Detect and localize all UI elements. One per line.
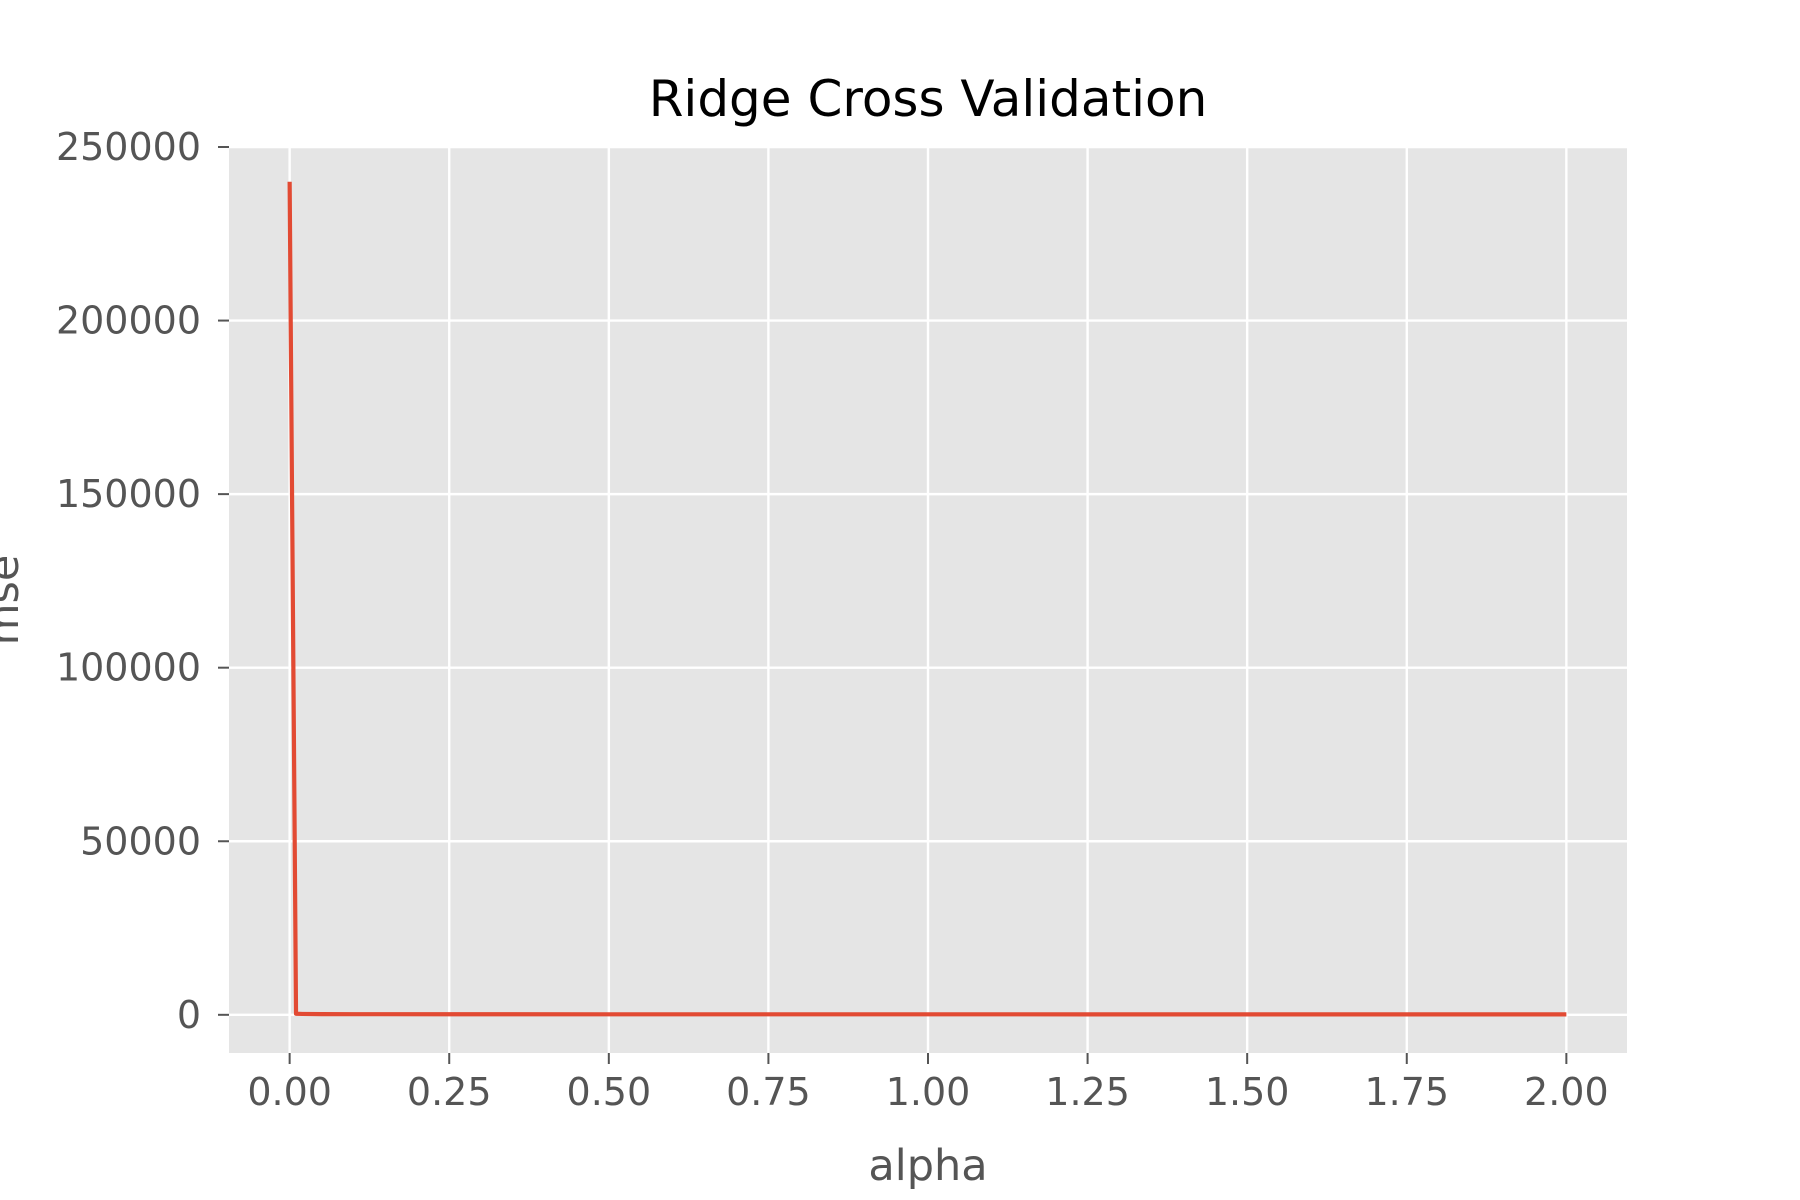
grid [229, 145, 1627, 1053]
y-tick-label: 250000 [56, 125, 201, 169]
y-tick-label: 100000 [56, 646, 201, 690]
x-tick-label: 0.50 [567, 1070, 652, 1114]
x-tick-label: 2.00 [1524, 1070, 1609, 1114]
x-tick-label: 0.00 [247, 1070, 332, 1114]
y-tick-label: 150000 [56, 472, 201, 516]
axis-ticks: 0.00 0.25 0.50 0.75 1.00 1.25 1.50 1.75 2.00 0 500… [56, 125, 1609, 1114]
y-tick-label: 200000 [56, 299, 201, 343]
series-layer [287, 181, 1567, 1017]
series-line-0 [287, 181, 1567, 1017]
y-tick-label: 0 [177, 993, 201, 1037]
x-tick-label: 1.00 [886, 1070, 971, 1114]
x-tick-label: 1.25 [1045, 1070, 1130, 1114]
y-tick-label: 50000 [80, 819, 201, 863]
x-axis-label: alpha [868, 1141, 987, 1191]
x-tick-label: 1.50 [1205, 1070, 1290, 1114]
chart-title: Ridge Cross Validation [649, 70, 1208, 128]
x-tick-label: 0.75 [726, 1070, 811, 1114]
x-tick-label: 1.75 [1364, 1070, 1449, 1114]
x-tick-label: 0.25 [407, 1070, 492, 1114]
y-axis-label: mse [0, 555, 29, 646]
